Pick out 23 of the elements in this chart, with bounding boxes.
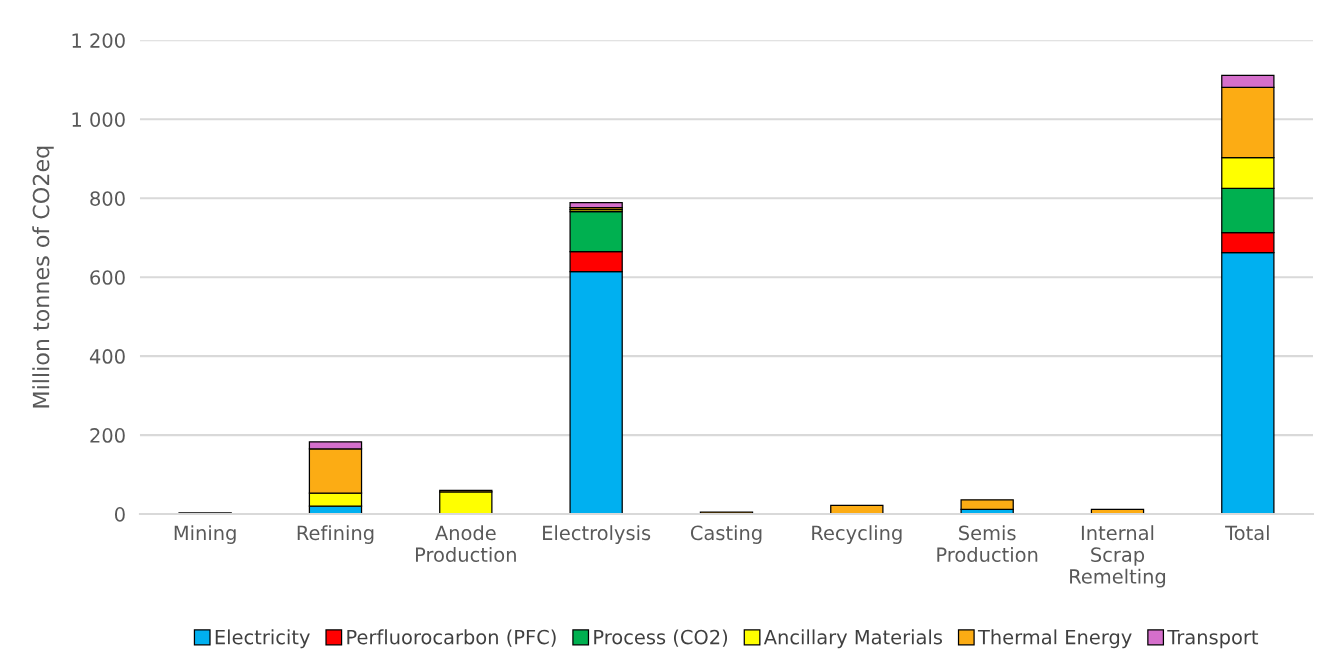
y-tick-label: 1 000 — [72, 112, 125, 127]
x-tick-label: Total — [1225, 525, 1269, 541]
legend-label: Transport — [1167, 629, 1259, 649]
y-tick-label: 400 — [89, 349, 125, 364]
x-tick-label: Refining — [297, 525, 374, 545]
x-tick-label: Internal Scrap Remelting — [1070, 525, 1166, 588]
legend-label: Electricity — [215, 629, 310, 649]
y-tick-label: 600 — [90, 270, 125, 285]
x-tick-label: Anode Production — [416, 525, 516, 563]
legend-label: Process (CO2) — [594, 629, 728, 647]
x-tick-label: Casting — [690, 525, 762, 545]
legend-label: Thermal Energy — [977, 629, 1132, 649]
legend-label: Ancillary Materials — [763, 629, 943, 649]
y-tick-label: 200 — [90, 428, 125, 443]
y-tick-label: 0 — [114, 507, 125, 522]
legend-label: Perfluorocarbon (PFC) — [347, 629, 556, 647]
x-tick-label: Electrolysis — [543, 525, 651, 545]
y-tick-label: 800 — [90, 191, 125, 206]
x-tick-label: Mining — [174, 525, 236, 545]
y-tick-label: 1 200 — [72, 33, 125, 48]
x-tick-label: Semis Production — [937, 525, 1038, 563]
x-tick-label: Recycling — [812, 525, 902, 545]
y-axis-title: Million tonnes of CO2eq — [32, 146, 54, 408]
